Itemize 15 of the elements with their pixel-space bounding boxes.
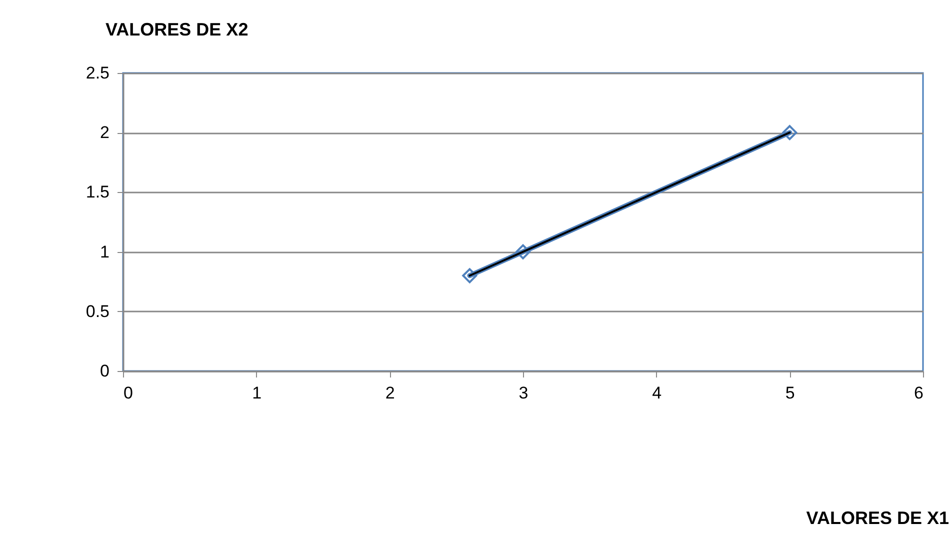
x-tick-label: 1: [252, 384, 262, 402]
y-axis-title: VALORES DE X2: [106, 20, 248, 40]
y-tick-label: 1: [100, 242, 110, 262]
x-tick-label: 0: [124, 384, 133, 402]
y-tick-label: 2: [100, 123, 110, 142]
text: VALORES DE X1: [806, 508, 949, 529]
x-tick-label: 6: [914, 384, 924, 402]
y-tick-label: 0.5: [86, 302, 110, 321]
x-tick-label: 4: [652, 384, 662, 402]
x-tick-label: 5: [785, 384, 795, 402]
y-tick-label: 0: [100, 362, 110, 380]
x-tick-label: 3: [518, 384, 528, 402]
x-tick-label: 2: [385, 384, 395, 402]
y-tick-label: 1.5: [86, 182, 110, 202]
y-tick-label: 2.5: [86, 64, 110, 82]
